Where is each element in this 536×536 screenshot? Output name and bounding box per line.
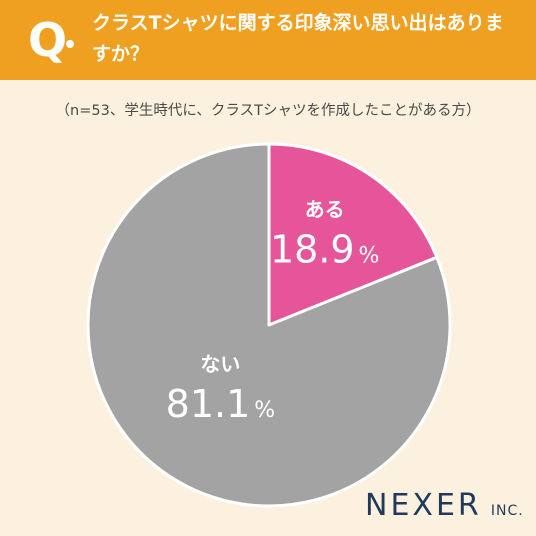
pie-slice-aru [267, 142, 439, 327]
slice-value-nai: 81.1% [166, 382, 276, 426]
sample-note: （n=53、学生時代に、クラスTシャツを作成したことがある方） [55, 103, 481, 119]
q-dot-icon [66, 40, 74, 48]
slice-label-nai: ない [200, 352, 240, 376]
logo-main-text: NEXER [365, 488, 482, 523]
pie-slice-nai [86, 142, 452, 508]
question-header: Q クラスTシャツに関する印象深い思い出はありますか？ [0, 0, 536, 80]
slice-value-aru: 18.9% [270, 228, 380, 272]
question-text: クラスTシャツに関する印象深い思い出はありますか？ [92, 12, 504, 65]
slice-label-aru: ある [305, 198, 345, 222]
logo-sub-text: INC. [490, 503, 524, 519]
company-logo: NEXER INC. [365, 488, 524, 523]
q-mark: Q [28, 13, 68, 67]
